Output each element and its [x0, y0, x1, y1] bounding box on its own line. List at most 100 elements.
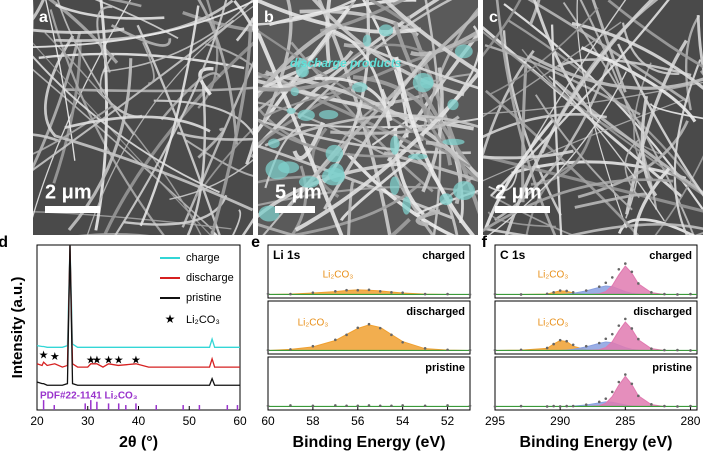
raw-point: [446, 404, 449, 407]
raw-point: [401, 291, 404, 294]
panel-state: pristine: [652, 362, 692, 374]
fiber: [290, 165, 308, 235]
fiber: [282, 75, 478, 179]
fiber: [529, 54, 703, 90]
raw-point: [558, 289, 562, 292]
discharge-product: [447, 99, 459, 111]
discharge-product: [258, 205, 280, 222]
star-marker: ★: [50, 351, 60, 363]
fiber: [231, 209, 242, 235]
x-tick-label: 285: [615, 414, 635, 428]
legend-label: Li₂CO₃: [186, 314, 220, 326]
fit-peak: [495, 285, 691, 295]
raw-point: [552, 404, 555, 408]
raw-point: [334, 404, 337, 407]
raw-point: [545, 346, 549, 350]
y-axis-label: Intensity (a.u.): [9, 277, 26, 379]
fiber: [182, 11, 253, 33]
raw-point: [584, 289, 588, 292]
raw-point: [617, 324, 621, 327]
raw-point: [676, 348, 679, 352]
fiber: [258, 62, 371, 92]
raw-point: [558, 405, 562, 408]
chart-title: Li 1s: [273, 248, 301, 262]
star-marker: ★: [114, 354, 124, 366]
star-marker: ★: [131, 354, 141, 366]
fiber: [258, 118, 471, 155]
fiber: [534, 94, 633, 211]
raw-point: [604, 281, 608, 285]
x-tick-label: 58: [306, 414, 320, 428]
fiber: [633, 167, 671, 235]
fiber: [258, 71, 427, 152]
fiber: [33, 31, 82, 171]
fiber: [94, 0, 109, 231]
fiber: [52, 39, 82, 184]
fiber: [258, 161, 406, 219]
fiber: [483, 227, 530, 235]
raw-point: [468, 293, 472, 296]
raw-point: [597, 400, 601, 404]
raw-point: [289, 292, 292, 296]
fiber: [389, 217, 411, 235]
fiber: [483, 98, 686, 182]
fiber: [44, 32, 202, 235]
raw-point: [624, 373, 627, 376]
panel-label: a: [39, 9, 48, 26]
fiber: [185, 139, 253, 177]
x-tick-label: 56: [351, 414, 365, 428]
legend-swatch: ★: [165, 312, 176, 326]
raw-point: [356, 404, 360, 408]
fiber: [262, 0, 293, 122]
xrd-line: [36, 244, 240, 368]
raw-point: [571, 404, 575, 408]
fiber: [487, 71, 627, 235]
raw-point: [519, 404, 523, 408]
fiber: [483, 178, 674, 233]
fiber: [550, 24, 563, 235]
fiber: [205, 43, 253, 68]
panel-label: f: [482, 234, 488, 251]
raw-point: [610, 390, 614, 394]
fiber: [169, 158, 253, 201]
fiber: [110, 24, 172, 47]
fiber: [103, 41, 253, 235]
raw-point: [493, 405, 497, 408]
raw-point: [266, 404, 270, 408]
discharge-product: [298, 176, 320, 188]
raw-point: [558, 338, 562, 342]
fiber: [33, 104, 115, 155]
raw-point: [401, 341, 404, 344]
raw-point: [676, 293, 679, 296]
fiber: [696, 15, 703, 75]
plot-frame: [36, 244, 241, 411]
legend-label: pristine: [186, 292, 221, 304]
fiber: [591, 0, 627, 93]
discharge-product: [439, 193, 453, 206]
raw-point: [367, 404, 371, 407]
scale-bar: [45, 206, 100, 213]
sem-image: [33, 0, 253, 235]
raw-point: [565, 289, 568, 293]
fiber: [567, 223, 703, 235]
discharge-product: [442, 138, 465, 146]
fiber: [258, 144, 453, 220]
peak-annotation: Li₂CO₃: [298, 318, 329, 329]
fiber: [241, 217, 253, 235]
legend-label: discharge: [186, 272, 234, 284]
fiber: [339, 150, 422, 222]
fiber: [553, 79, 703, 195]
fiber: [197, 0, 238, 145]
fiber: [258, 37, 478, 146]
fiber: [153, 99, 253, 136]
raw-point: [565, 339, 568, 343]
peak-annotation: Li₂CO₃: [538, 318, 569, 329]
fiber: [245, 17, 253, 165]
fiber: [621, 22, 680, 75]
raw-point: [345, 288, 348, 292]
legend-label: charge: [186, 252, 220, 264]
raw-point: [597, 341, 601, 345]
fiber: [685, 15, 701, 111]
raw-point: [604, 337, 608, 341]
x-tick-label: 54: [396, 414, 410, 428]
